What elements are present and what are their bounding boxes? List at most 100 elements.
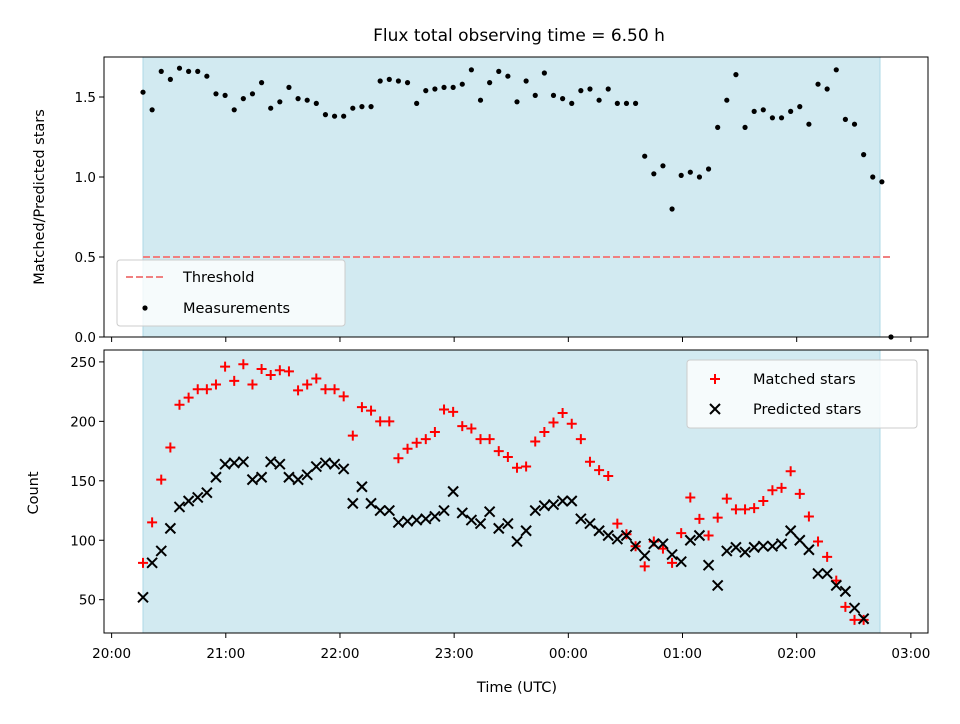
plot-frame bbox=[103, 56, 929, 338]
measurement-point bbox=[778, 115, 785, 121]
predicted-point bbox=[638, 550, 651, 562]
predicted-point bbox=[502, 517, 514, 530]
matched-point bbox=[156, 474, 167, 485]
measurement-point bbox=[249, 91, 256, 97]
predicted-point bbox=[611, 533, 624, 545]
y-tick-label: 1.0 bbox=[75, 170, 96, 186]
predicted-point bbox=[347, 497, 359, 510]
measurement-point bbox=[167, 76, 173, 82]
measurement-point bbox=[477, 97, 484, 103]
predicted-point bbox=[474, 517, 487, 530]
matched-point bbox=[575, 434, 586, 445]
predicted-point bbox=[246, 473, 259, 486]
matched-point bbox=[201, 384, 212, 395]
matched-point bbox=[411, 437, 422, 448]
matched-point bbox=[220, 361, 231, 372]
predicted-point bbox=[721, 545, 733, 557]
measurement-point bbox=[149, 107, 155, 113]
predicted-point bbox=[164, 522, 177, 535]
predicted-point bbox=[447, 485, 459, 498]
predicted-point bbox=[155, 545, 167, 557]
measurement-point bbox=[842, 116, 848, 122]
matched-point bbox=[192, 384, 203, 395]
predicted-point bbox=[657, 538, 669, 550]
y-tick-label: 150 bbox=[70, 474, 96, 490]
measurement-point bbox=[322, 112, 329, 118]
predicted-point bbox=[201, 486, 213, 499]
ratio-panel: 0.0 0.5 1.0 1.5 Threshold Measurements bbox=[75, 56, 929, 346]
measurement-point bbox=[331, 113, 338, 119]
matched-point bbox=[484, 434, 495, 445]
predicted-point bbox=[465, 514, 478, 526]
matched-point bbox=[566, 418, 577, 429]
matched-point bbox=[749, 503, 760, 514]
predicted-point bbox=[629, 540, 642, 552]
measurement-point bbox=[788, 108, 794, 114]
y-tick-label: 1.5 bbox=[75, 90, 96, 106]
predicted-point bbox=[602, 529, 614, 542]
measurement-point bbox=[295, 96, 301, 102]
matched-point bbox=[320, 384, 331, 395]
predicted-point bbox=[556, 495, 569, 507]
legend-threshold-label: Threshold bbox=[182, 270, 254, 286]
matched-point bbox=[840, 601, 851, 612]
matched-point bbox=[210, 379, 221, 390]
predicted-point bbox=[264, 456, 277, 468]
x-tick-label: 00:00 bbox=[549, 646, 588, 662]
measurement-point bbox=[632, 100, 639, 106]
measurement-point bbox=[541, 70, 547, 76]
matched-point bbox=[274, 365, 285, 376]
matched-point bbox=[502, 452, 513, 463]
predicted-point bbox=[666, 548, 678, 561]
measurement-point bbox=[186, 68, 192, 74]
legend-box bbox=[116, 259, 346, 327]
predicted-point bbox=[675, 555, 687, 568]
predicted-point bbox=[383, 504, 396, 517]
predicted-point bbox=[182, 495, 195, 507]
measurement-point bbox=[733, 72, 739, 78]
measurement-point bbox=[569, 100, 575, 106]
x-tick-label: 01:00 bbox=[663, 646, 702, 662]
measurement-point bbox=[140, 89, 146, 95]
predicted-point bbox=[711, 579, 724, 592]
measurement-point bbox=[797, 104, 803, 110]
matched-point bbox=[229, 375, 240, 386]
predicted-point bbox=[210, 471, 222, 483]
legend-measurement-swatch bbox=[142, 305, 148, 311]
matched-point bbox=[657, 543, 668, 554]
legend-box bbox=[686, 359, 918, 429]
matched-point bbox=[685, 492, 696, 503]
predicted-point bbox=[812, 567, 824, 580]
matched-point bbox=[603, 471, 614, 482]
predicted-point bbox=[702, 559, 715, 571]
measurement-point bbox=[286, 84, 292, 90]
matched-point bbox=[721, 493, 732, 504]
matched-point bbox=[703, 530, 714, 541]
measurement-point bbox=[550, 92, 557, 98]
chart-title: Flux total observing time = 6.50 h bbox=[373, 26, 665, 46]
matched-point bbox=[557, 408, 568, 419]
matched-point bbox=[822, 551, 833, 562]
matched-point bbox=[439, 404, 450, 415]
x-tick-label: 20:00 bbox=[92, 646, 131, 662]
measurement-point bbox=[414, 100, 420, 106]
predicted-point bbox=[584, 517, 596, 530]
measurement-point bbox=[222, 92, 228, 98]
measurement-point bbox=[861, 152, 867, 158]
measurement-point bbox=[277, 99, 283, 105]
measurement-point bbox=[468, 67, 474, 73]
matched-point bbox=[448, 406, 459, 417]
predicted-point bbox=[274, 458, 286, 470]
matched-point bbox=[512, 462, 522, 473]
measurement-point bbox=[760, 107, 766, 113]
predicted-point bbox=[803, 544, 815, 556]
measurement-point bbox=[614, 100, 620, 106]
predicted-point bbox=[374, 504, 386, 517]
x-tick-label: 23:00 bbox=[435, 646, 474, 662]
measurement-point bbox=[377, 78, 383, 84]
matched-point bbox=[329, 384, 340, 395]
matched-point bbox=[639, 561, 650, 572]
measurement-point bbox=[258, 80, 265, 86]
matched-point bbox=[147, 517, 158, 528]
